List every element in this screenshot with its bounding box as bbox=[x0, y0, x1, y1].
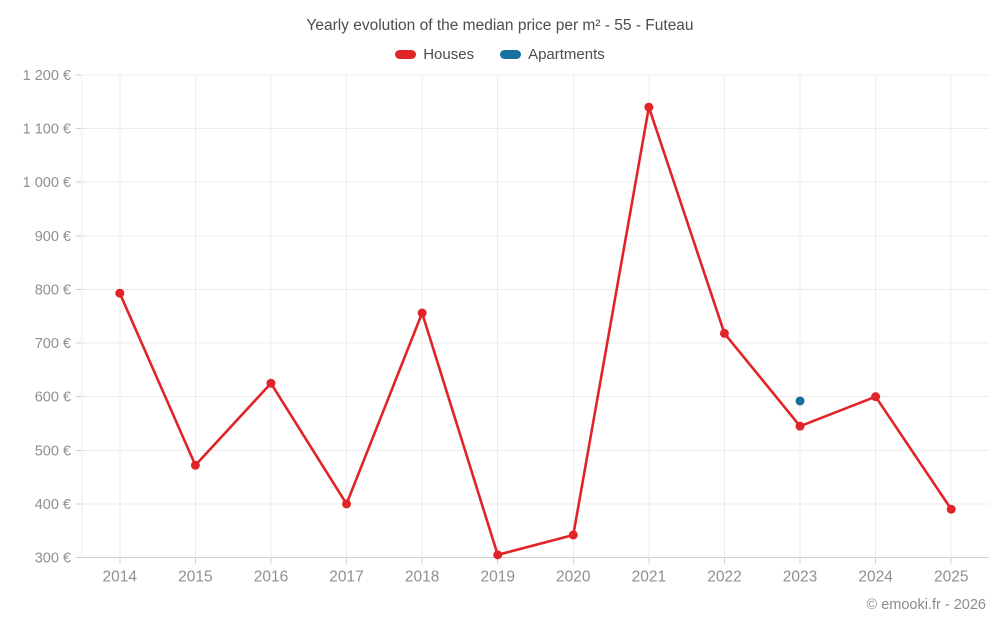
houses-point-2017[interactable] bbox=[342, 499, 352, 509]
y-tick-label: 300 € bbox=[35, 551, 71, 567]
houses-point-2022[interactable] bbox=[719, 328, 729, 338]
y-tick-label: 1 100 € bbox=[23, 122, 71, 138]
houses-point-2025[interactable] bbox=[946, 504, 956, 514]
houses-point-2019[interactable] bbox=[493, 550, 503, 560]
y-tick-label: 1 000 € bbox=[23, 175, 71, 191]
x-tick-label: 2022 bbox=[707, 569, 741, 586]
houses-legend-swatch-icon bbox=[395, 50, 417, 59]
x-tick-label: 2021 bbox=[632, 569, 666, 586]
legend-label-houses: Houses bbox=[423, 46, 475, 63]
apartments-legend-swatch-icon bbox=[500, 50, 522, 59]
copyright: © emooki.fr - 2026 bbox=[866, 597, 986, 613]
y-tick-label: 1 200 € bbox=[23, 68, 71, 84]
chart-title: Yearly evolution of the median price per… bbox=[306, 17, 694, 34]
x-tick-label: 2014 bbox=[103, 569, 138, 586]
y-tick-label: 500 € bbox=[35, 443, 71, 459]
houses-point-2018[interactable] bbox=[417, 308, 427, 318]
x-tick-label: 2019 bbox=[480, 569, 514, 586]
legend-item-apartments[interactable]: Apartments bbox=[500, 46, 605, 63]
x-tick-label: 2017 bbox=[329, 569, 363, 586]
legend-item-houses[interactable]: Houses bbox=[395, 46, 474, 63]
x-tick-label: 2020 bbox=[556, 569, 591, 586]
y-tick-label: 700 € bbox=[35, 336, 71, 352]
houses-point-2016[interactable] bbox=[266, 378, 276, 388]
x-tick-label: 2023 bbox=[783, 569, 817, 586]
x-tick-label: 2024 bbox=[858, 569, 893, 586]
houses-line bbox=[118, 105, 953, 557]
houses-point-2021[interactable] bbox=[644, 102, 654, 112]
houses-point-2024[interactable] bbox=[871, 392, 881, 402]
y-tick-label: 600 € bbox=[35, 390, 71, 406]
houses-point-2023[interactable] bbox=[795, 421, 805, 431]
y-tick-label: 400 € bbox=[35, 497, 71, 513]
x-tick-label: 2025 bbox=[934, 569, 968, 586]
y-tick-label: 900 € bbox=[35, 229, 71, 245]
legend: Houses Apartments bbox=[0, 46, 1000, 63]
houses-point-2020[interactable] bbox=[568, 530, 578, 540]
houses-point-2014[interactable] bbox=[115, 288, 125, 298]
apartments-point-2023[interactable] bbox=[795, 396, 805, 406]
x-tick-label: 2016 bbox=[254, 569, 288, 586]
y-tick-label: 800 € bbox=[35, 282, 71, 298]
x-tick-label: 2015 bbox=[178, 569, 212, 586]
houses-point-2015[interactable] bbox=[190, 460, 200, 470]
x-tick-label: 2018 bbox=[405, 569, 439, 586]
legend-label-apartments: Apartments bbox=[528, 46, 605, 63]
